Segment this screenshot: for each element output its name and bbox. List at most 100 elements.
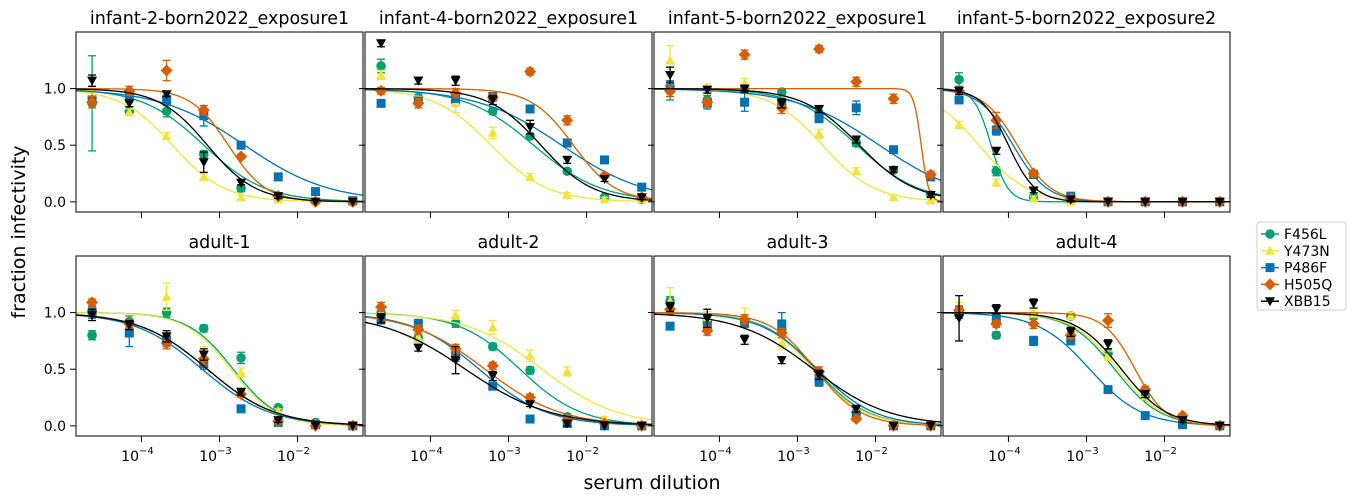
point-xbb15	[347, 421, 358, 431]
legend-marker	[1265, 229, 1275, 239]
point-xbb15	[450, 356, 461, 366]
fit-curve-xbb15	[943, 88, 1230, 203]
point-f456l	[161, 106, 172, 117]
point-xbb15	[310, 421, 321, 431]
y-tick-label: 0.5	[44, 138, 66, 154]
point-p486f	[1103, 385, 1113, 395]
point-xbb15	[1103, 340, 1114, 350]
point-h505q	[561, 114, 574, 127]
point-xbb15	[376, 39, 387, 49]
point-xbb15	[236, 387, 247, 397]
point-h505q	[738, 313, 751, 326]
legend-label: XBB15	[1284, 294, 1331, 310]
point-xbb15	[1177, 197, 1188, 207]
panel-title: infant-5-born2022_exposure2	[957, 9, 1216, 29]
legend-marker	[1265, 297, 1275, 307]
x-tick-label: 10−4	[699, 446, 732, 465]
point-y473n	[1065, 311, 1076, 320]
fit-curve-xbb15	[76, 314, 363, 426]
point-y473n	[814, 128, 825, 138]
point-xbb15	[925, 191, 936, 201]
point-y473n	[376, 70, 387, 80]
point-p486f	[991, 125, 1001, 135]
point-p486f	[740, 97, 750, 107]
fit-curve-xbb15	[76, 88, 363, 203]
fit-curve-f456l	[76, 312, 363, 427]
panel-frame	[653, 31, 942, 213]
point-p486f	[562, 138, 572, 148]
point-p486f	[124, 328, 134, 338]
point-xbb15	[665, 302, 676, 312]
point-f456l	[87, 330, 97, 341]
point-xbb15	[87, 76, 98, 86]
point-xbb15	[702, 314, 713, 324]
point-h505q	[1027, 167, 1040, 180]
point-xbb15	[347, 197, 358, 207]
point-xbb15	[1140, 390, 1151, 400]
point-f456l	[236, 353, 246, 363]
fit-curve-xbb15	[365, 321, 652, 426]
point-h505q	[375, 300, 388, 313]
panel-4: infant-5-born2022_exposure2	[937, 9, 1231, 218]
point-h505q	[86, 96, 99, 109]
point-xbb15	[665, 71, 676, 81]
plot-area	[76, 55, 363, 208]
point-h505q	[990, 317, 1003, 330]
point-p486f	[889, 145, 899, 155]
point-xbb15	[1028, 186, 1039, 196]
point-xbb15	[851, 404, 862, 414]
y-axis-label: fraction infectivity	[8, 145, 30, 318]
point-f456l	[954, 74, 964, 85]
y-tick-label: 0.0	[44, 419, 66, 435]
point-y473n	[487, 322, 498, 332]
x-axis-label: serum dilution	[583, 472, 720, 494]
point-xbb15	[525, 400, 536, 410]
point-xbb15	[991, 305, 1002, 315]
point-y473n	[1103, 350, 1114, 360]
panel-frame	[942, 31, 1231, 213]
x-tick-label: 10−2	[1144, 446, 1177, 465]
plot-area	[76, 282, 363, 432]
point-xbb15	[776, 99, 787, 109]
point-xbb15	[925, 421, 936, 431]
panel-title: infant-4-born2022_exposure1	[379, 9, 638, 29]
point-xbb15	[376, 314, 387, 324]
point-y473n	[525, 350, 536, 360]
panel-frame	[364, 31, 653, 213]
point-f456l	[991, 166, 1002, 177]
point-xbb15	[525, 123, 536, 133]
point-xbb15	[236, 178, 247, 188]
point-h505q	[775, 326, 788, 339]
point-h505q	[235, 150, 248, 163]
point-y473n	[562, 366, 573, 376]
point-xbb15	[739, 335, 750, 345]
point-p486f	[376, 98, 386, 108]
point-h505q	[924, 168, 937, 181]
point-p486f	[1029, 336, 1039, 346]
point-y473n	[991, 177, 1002, 187]
y-tick-label: 0.0	[44, 195, 66, 211]
panel-frame	[364, 255, 653, 437]
point-h505q	[160, 64, 173, 77]
point-xbb15	[776, 356, 787, 366]
panel-title: infant-5-born2022_exposure1	[668, 9, 927, 29]
point-y473n	[487, 127, 498, 137]
point-xbb15	[161, 332, 172, 342]
fit-curve-p486f	[943, 312, 1230, 426]
point-p486f	[777, 319, 787, 329]
point-xbb15	[1028, 299, 1039, 309]
point-p486f	[236, 140, 246, 150]
plot-area	[654, 287, 941, 432]
point-h505q	[850, 413, 863, 426]
y-tick-label: 0.5	[44, 362, 66, 378]
point-xbb15	[1214, 421, 1225, 431]
y-tick-label: 1.0	[44, 82, 66, 98]
fit-curve-xbb15	[654, 88, 941, 197]
point-xbb15	[413, 76, 424, 86]
point-f456l	[525, 365, 535, 376]
point-xbb15	[1103, 197, 1114, 207]
fit-curve-p486f	[76, 90, 363, 196]
fit-curve-h505q	[365, 316, 652, 426]
